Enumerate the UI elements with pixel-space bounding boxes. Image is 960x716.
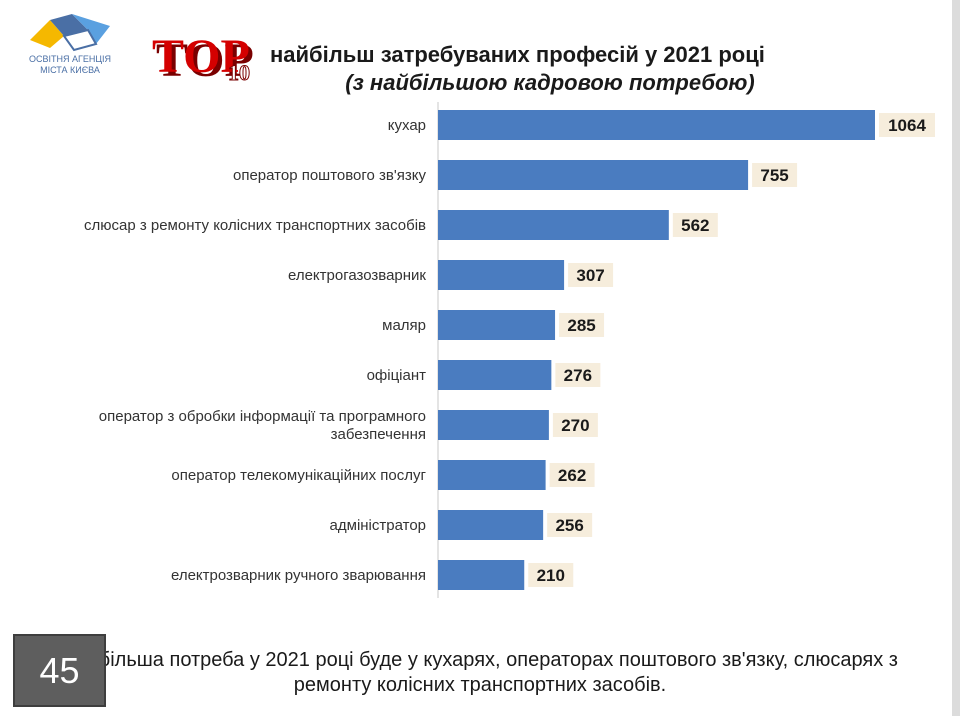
agency-logo: ОСВІТНЯ АГЕНЦІЯ МІСТА КИЄВА: [20, 14, 120, 80]
chart-title: найбільш затребуваних професій у 2021 ро…: [270, 42, 765, 67]
top-badge-text: TOP: [152, 30, 250, 83]
top10-badge: TOP TOP 10: [152, 30, 254, 86]
data-label: 1064: [888, 116, 926, 135]
data-label: 285: [567, 316, 595, 335]
data-label-bg: [568, 263, 614, 287]
category-label: слюсар з ремонту колісних транспортних з…: [84, 217, 426, 234]
data-label-bg: [549, 463, 595, 487]
bar: [438, 260, 565, 290]
data-label-bg: [552, 413, 598, 437]
bar: [438, 110, 875, 140]
data-label: 210: [537, 566, 565, 585]
category-label: адміністратор: [330, 517, 426, 534]
bar-chart: 1064 кухар 755 оператор поштового зв'язку 56…: [84, 102, 935, 598]
logo-line1: ОСВІТНЯ АГЕНЦІЯ: [28, 54, 112, 64]
category-label: оператор телекомунікаційних послуг: [171, 467, 426, 484]
bar: [438, 560, 525, 590]
category-label: електрозварник ручного зварювання: [171, 567, 426, 584]
bar: [438, 310, 556, 340]
bar: [438, 210, 669, 240]
data-label-bg: [547, 513, 593, 537]
top-badge-number: 10: [228, 60, 250, 85]
data-label-bg: [528, 563, 574, 587]
chart-subtitle: (з найбільшою кадровою потребою): [345, 70, 755, 95]
category-label: оператор поштового зв'язку: [233, 167, 426, 184]
bar: [438, 410, 549, 440]
category-label: маляр: [382, 317, 426, 334]
bar: [438, 510, 544, 540]
data-label-bg: [752, 163, 798, 187]
data-label: 262: [558, 466, 586, 485]
data-label-bg: [879, 113, 935, 137]
data-label: 562: [681, 216, 709, 235]
category-label: оператор з обробки інформації та програм…: [99, 408, 426, 443]
data-label-bg: [559, 313, 605, 337]
data-label: 256: [555, 516, 583, 535]
category-label: кухар: [388, 117, 426, 134]
page-number: 45: [13, 634, 106, 707]
data-label-bg: [672, 213, 718, 237]
data-label: 276: [564, 366, 592, 385]
top-badge-shadow: TOP: [156, 34, 254, 86]
bar: [438, 460, 546, 490]
logo-emblem-icon: [30, 14, 110, 52]
category-label: електрогазозварник: [288, 267, 426, 284]
data-label: 307: [576, 266, 604, 285]
data-label: 270: [561, 416, 589, 435]
bar: [438, 360, 552, 390]
bar: [438, 160, 749, 190]
logo-line2: МІСТА КИЄВА: [40, 65, 100, 75]
category-label: офіціант: [367, 367, 427, 384]
data-label: 755: [760, 166, 788, 185]
summary-note: Найбільша потреба у 2021 році буде у кух…: [62, 649, 898, 696]
data-label-bg: [555, 363, 601, 387]
